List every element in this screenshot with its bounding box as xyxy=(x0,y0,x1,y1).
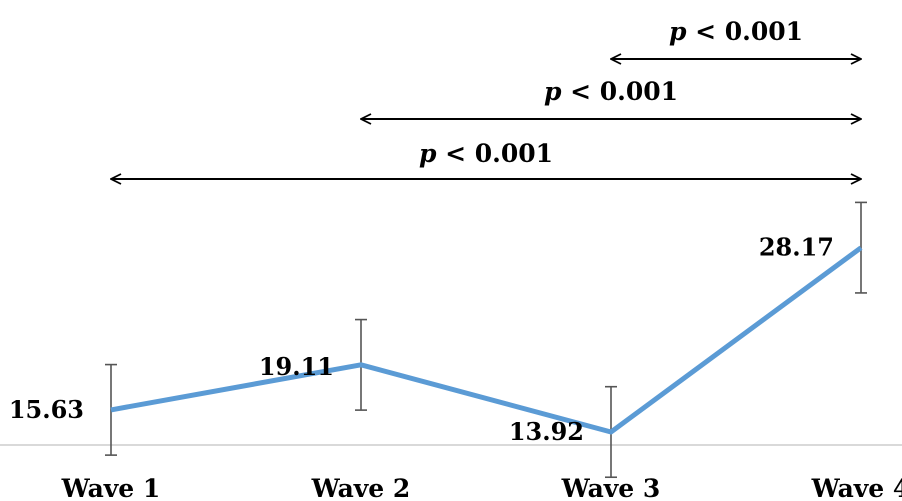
data-label: 13.92 xyxy=(509,417,584,446)
x-tick-label: Wave 3 xyxy=(561,474,661,501)
x-tick-labels: Wave 1 Wave 2 Wave 3 Wave 4 xyxy=(61,474,902,501)
x-tick-label: Wave 4 xyxy=(811,474,902,501)
p-value-label: p < 0.001 xyxy=(544,77,678,106)
comparison-bracket: p < 0.001 xyxy=(361,77,861,119)
x-tick-label: Wave 2 xyxy=(311,474,411,501)
error-bars xyxy=(105,201,867,479)
x-tick-label: Wave 1 xyxy=(61,474,161,501)
data-label: 15.63 xyxy=(9,395,84,424)
p-value-label: p < 0.001 xyxy=(419,139,553,168)
p-value-label: p < 0.001 xyxy=(669,17,803,46)
error-bar xyxy=(855,201,867,294)
significance-brackets: p < 0.001 p < 0.001 p < 0.001 xyxy=(111,17,861,179)
data-label: 19.11 xyxy=(259,352,334,381)
data-label: 28.17 xyxy=(759,233,834,262)
series-line xyxy=(110,245,863,435)
value-labels: 15.63 19.11 13.92 28.17 xyxy=(9,233,834,446)
comparison-bracket: p < 0.001 xyxy=(111,139,861,179)
comparison-bracket: p < 0.001 xyxy=(611,17,861,59)
